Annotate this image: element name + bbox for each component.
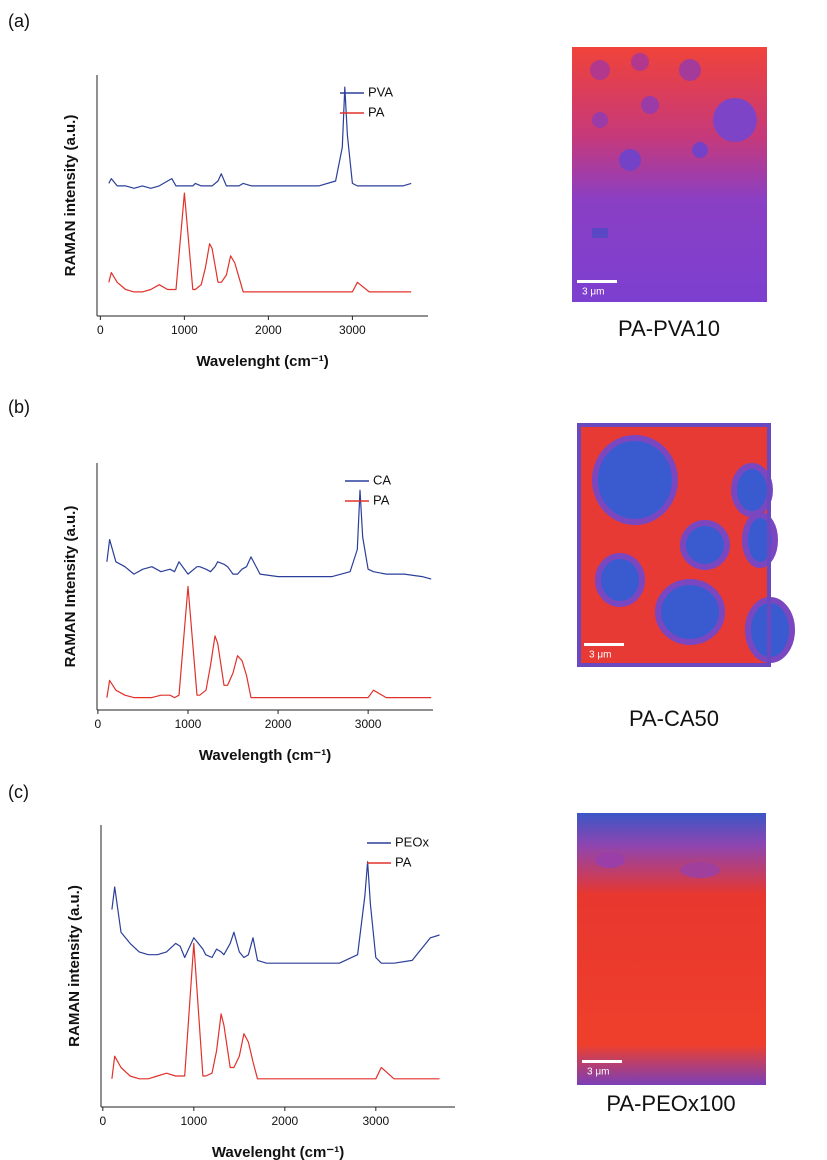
panel-label: (a) — [8, 11, 30, 31]
spectrum-line — [108, 192, 412, 293]
legend-label: PEOx — [395, 834, 429, 849]
map-image: 3 μm — [577, 813, 766, 1085]
legend-label: PA — [373, 492, 390, 507]
panel-label: (b) — [8, 397, 30, 417]
x-tick-label: 0 — [99, 1114, 106, 1128]
legend-label: PA — [395, 854, 412, 869]
x-tick-label: 1000 — [171, 323, 198, 337]
panel-label: (c) — [8, 782, 29, 802]
legend-label: PVA — [368, 84, 393, 99]
x-tick-label: 2000 — [265, 717, 292, 731]
x-tick-label: 3000 — [355, 717, 382, 731]
legend-label: CA — [373, 472, 391, 487]
y-axis-label: RAMAN intensity (a.u.) — [62, 115, 79, 277]
spectrum-line — [108, 86, 412, 189]
x-tick-label: 0 — [97, 323, 104, 337]
spectrum-line — [111, 861, 440, 964]
scale-bar: 3 μm — [589, 650, 611, 661]
spectrum-line — [111, 942, 440, 1080]
scale-bar: 3 μm — [587, 1067, 609, 1078]
image-caption: PA-PVA10 — [618, 316, 720, 341]
y-axis-label: RAMAN intensity (a.u.) — [66, 885, 83, 1047]
image-caption: PA-CA50 — [629, 706, 719, 731]
y-axis-label: RAMAN Intensity (a.u.) — [62, 506, 79, 668]
image-caption: PA-PEOx100 — [606, 1091, 735, 1116]
legend-label: PA — [368, 104, 385, 119]
x-tick-label: 3000 — [362, 1114, 389, 1128]
map-image: 3 μm — [577, 423, 795, 667]
spectrum-line — [106, 489, 432, 580]
x-axis-label: Wavelenght (cm⁻¹) — [196, 353, 328, 370]
x-axis-label: Wavelength (cm⁻¹) — [199, 747, 331, 764]
x-tick-label: 0 — [95, 717, 102, 731]
scale-bar: 3 μm — [582, 287, 604, 298]
x-tick-label: 2000 — [255, 323, 282, 337]
x-tick-label: 3000 — [339, 323, 366, 337]
x-tick-label: 1000 — [175, 717, 202, 731]
x-axis-label: Wavelenght (cm⁻¹) — [212, 1144, 344, 1160]
x-tick-label: 1000 — [180, 1114, 207, 1128]
map-image: 3 μm — [572, 47, 767, 302]
x-tick-label: 2000 — [271, 1114, 298, 1128]
spectrum-line — [106, 585, 432, 699]
